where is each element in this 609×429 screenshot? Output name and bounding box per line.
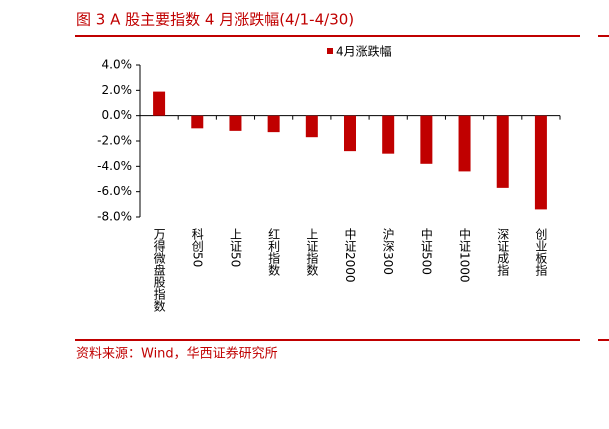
source-note: 资料来源：Wind，华西证券研究所 bbox=[76, 346, 278, 362]
chart-title: 图 3 A 股主要指数 4 月涨跌幅(4/1-4/30) bbox=[76, 11, 354, 29]
x-tick-label: 沪深300 bbox=[381, 228, 395, 275]
bar bbox=[458, 115, 471, 172]
bar bbox=[534, 115, 547, 210]
y-tick-label: -6.0% bbox=[97, 184, 132, 198]
x-tick-label: 创业板指 bbox=[534, 228, 548, 277]
bar bbox=[229, 115, 242, 131]
x-tick-label: 万得微盘股指数 bbox=[152, 228, 166, 313]
y-tick-label: -8.0% bbox=[97, 210, 132, 224]
bar bbox=[267, 115, 280, 133]
legend-swatch bbox=[327, 48, 333, 54]
y-tick-label: 2.0% bbox=[102, 83, 133, 97]
x-tick-label: 中证2000 bbox=[343, 227, 357, 283]
bar bbox=[344, 115, 356, 152]
x-tick-label: 科创50 bbox=[190, 228, 204, 268]
x-tick-label: 上证50 bbox=[228, 228, 242, 268]
x-tick-label: 红利指数 bbox=[267, 227, 281, 277]
y-tick-label: -2.0% bbox=[97, 134, 132, 148]
bar bbox=[305, 115, 318, 138]
bar bbox=[382, 115, 395, 154]
legend-label: 4月涨跌幅 bbox=[336, 44, 392, 59]
x-tick-label: 中证1000 bbox=[458, 227, 472, 283]
y-tick-label: 0.0% bbox=[102, 108, 133, 122]
x-tick-label: 深证成指 bbox=[496, 228, 510, 277]
bar bbox=[153, 91, 166, 116]
bar bbox=[191, 115, 204, 129]
bar bbox=[420, 115, 433, 164]
y-tick-label: 4.0% bbox=[102, 58, 133, 72]
x-tick-label: 上证指数 bbox=[305, 228, 319, 277]
y-tick-label: -4.0% bbox=[97, 159, 132, 173]
bar bbox=[496, 115, 509, 188]
x-tick-label: 中证500 bbox=[419, 227, 433, 275]
